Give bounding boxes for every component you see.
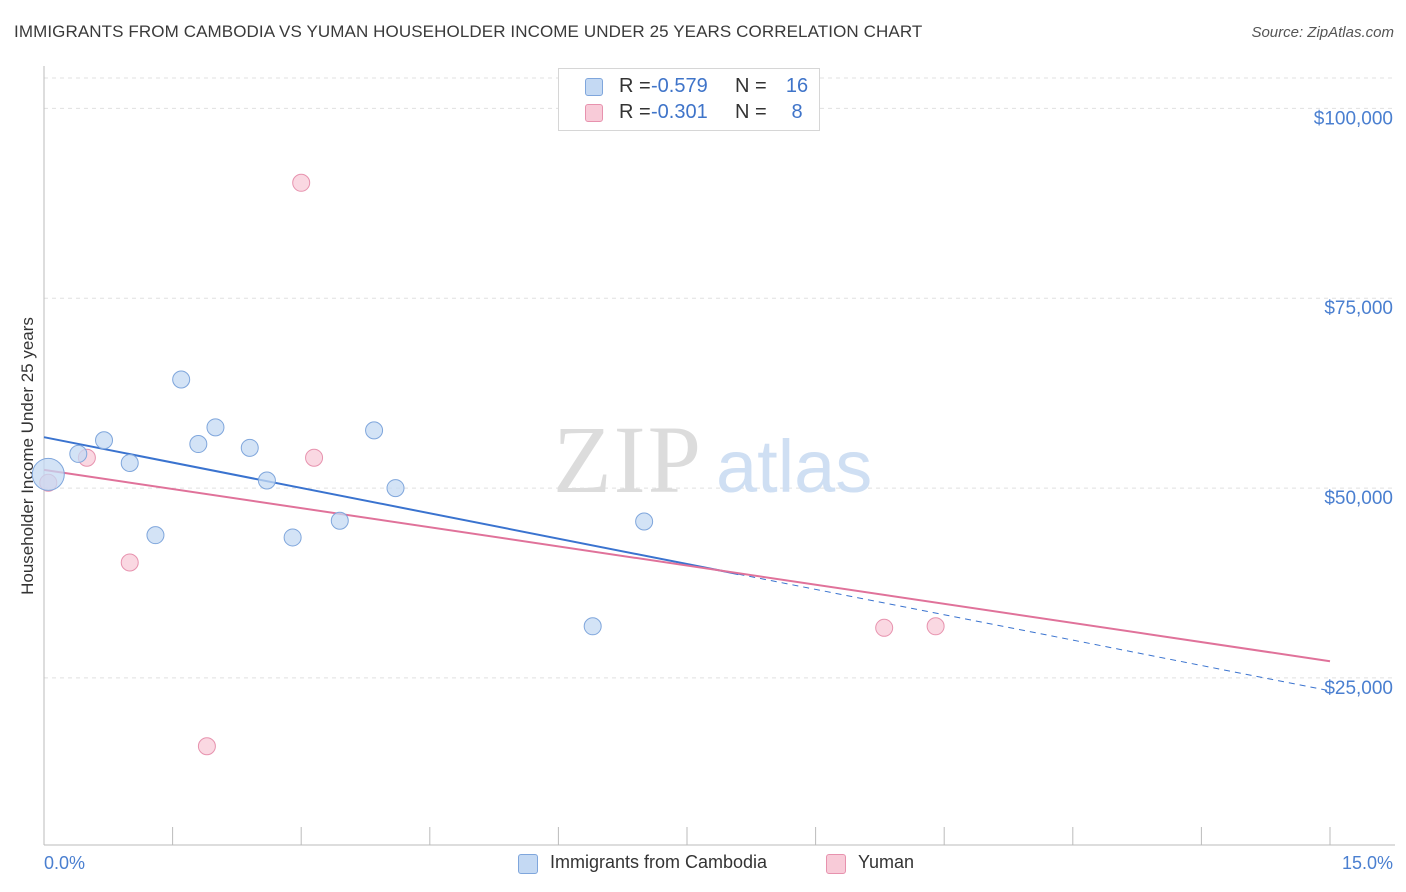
r-value: -0.579 bbox=[651, 75, 708, 97]
source-label: Source: ZipAtlas.com bbox=[1251, 24, 1394, 41]
yuman-point bbox=[926, 617, 945, 636]
legend-label: Yuman bbox=[858, 852, 915, 872]
n-label: N = bbox=[735, 101, 767, 123]
cambodia-point bbox=[257, 471, 276, 490]
cambodia-point bbox=[189, 435, 208, 454]
yuman-point bbox=[292, 173, 311, 192]
r-label: R = bbox=[619, 101, 651, 123]
n-label: N = bbox=[735, 75, 767, 97]
yuman-trend-line bbox=[43, 468, 1331, 663]
n-value: 16 bbox=[785, 75, 809, 97]
x-tick-label: 15.0% bbox=[1342, 853, 1393, 873]
y-tick-label: $50,000 bbox=[1324, 488, 1393, 509]
cambodia-point bbox=[206, 418, 225, 437]
cambodia-point bbox=[69, 444, 88, 463]
stats-legend: R = -0.579 N = 16 R = -0.301 N = 8 bbox=[558, 68, 820, 131]
y-tick-label: $100,000 bbox=[1314, 108, 1393, 129]
cambodia-trend-line bbox=[43, 436, 739, 576]
watermark-atlas: atlas bbox=[716, 425, 872, 508]
cambodia-swatch bbox=[585, 78, 603, 96]
yuman-swatch bbox=[826, 854, 846, 874]
yuman-point bbox=[197, 737, 216, 756]
cambodia-point bbox=[172, 370, 191, 389]
cambodia-point bbox=[386, 479, 405, 498]
yuman-point bbox=[120, 553, 139, 572]
axes bbox=[43, 66, 1395, 846]
cambodia-trend-line-dashed bbox=[738, 573, 1331, 692]
cambodia-point bbox=[583, 617, 602, 636]
y-tick-label: $75,000 bbox=[1324, 298, 1393, 319]
cambodia-swatch bbox=[518, 854, 538, 874]
cambodia-point bbox=[120, 454, 139, 473]
chart-title: IMMIGRANTS FROM CAMBODIA VS YUMAN HOUSEH… bbox=[14, 22, 923, 41]
watermark: ZIP atlas bbox=[553, 406, 872, 513]
r-value: -0.301 bbox=[651, 101, 708, 123]
r-label: R = bbox=[619, 75, 651, 97]
watermark-zip: ZIP bbox=[553, 406, 703, 513]
x-tick-label: 0.0% bbox=[44, 853, 85, 873]
trend-lines bbox=[43, 436, 1331, 692]
yuman-point bbox=[305, 448, 324, 467]
legend-label: Immigrants from Cambodia bbox=[550, 852, 768, 872]
grid-lines bbox=[44, 77, 1395, 679]
n-value: 8 bbox=[791, 101, 803, 123]
y-tick-label: $25,000 bbox=[1324, 678, 1393, 699]
yuman-point bbox=[875, 618, 894, 637]
cambodia-point bbox=[146, 526, 165, 545]
cambodia-point bbox=[95, 431, 114, 450]
cambodia-point bbox=[283, 528, 302, 547]
tick-labels: $25,000 $50,000 $75,000 $100,000 0.0% 15.0% bbox=[44, 108, 1393, 873]
cambodia-point bbox=[330, 511, 349, 530]
yuman-swatch bbox=[585, 104, 603, 122]
cambodia-point bbox=[365, 421, 384, 440]
cambodia-point bbox=[635, 512, 654, 531]
cambodia-point bbox=[240, 438, 259, 457]
data-points bbox=[31, 173, 945, 756]
cambodia-point bbox=[31, 457, 65, 491]
